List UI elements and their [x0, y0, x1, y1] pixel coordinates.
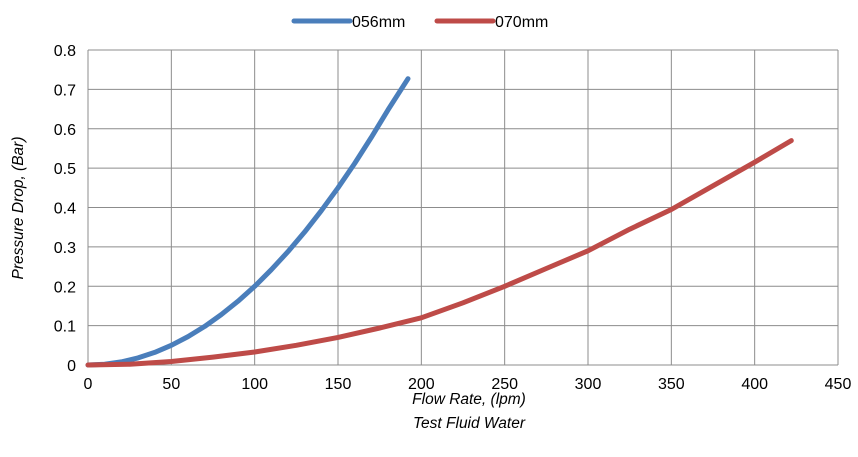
y-tick-label: 0.7 [54, 82, 76, 99]
legend-label-070mm: 070mm [495, 14, 548, 31]
x-tick-label: 400 [741, 376, 768, 393]
plot-series [85, 76, 794, 368]
series-line-056mm [85, 76, 411, 368]
legend-label-056mm: 056mm [352, 14, 405, 31]
x-tick-label: 0 [84, 376, 93, 393]
y-tick-label: 0.1 [54, 319, 76, 336]
x-axis-tick-labels: 0 50 100 150 200 250 300 350 400 450 [84, 376, 852, 393]
x-tick-label: 200 [408, 376, 435, 393]
grid [87, 49, 839, 366]
x-tick-label: 350 [658, 376, 685, 393]
x-tick-label: 100 [241, 376, 268, 393]
x-axis-subtitle: Test Fluid Water [413, 415, 526, 432]
y-tick-label: 0.3 [54, 240, 76, 257]
y-tick-label: 0.4 [54, 201, 76, 218]
legend: 056mm 070mm [291, 14, 548, 31]
x-tick-label: 150 [325, 376, 352, 393]
y-tick-label: 0.2 [54, 279, 76, 296]
y-tick-label: 0.5 [54, 161, 76, 178]
y-tick-label: 0.6 [54, 122, 76, 139]
x-tick-label: 300 [575, 376, 602, 393]
y-tick-label: 0.8 [54, 43, 76, 60]
x-tick-label: 250 [491, 376, 518, 393]
x-tick-label: 50 [162, 376, 180, 393]
x-axis-title: Flow Rate, (lpm) [412, 391, 526, 408]
y-axis-tick-labels: 0 0.1 0.2 0.3 0.4 0.5 0.6 0.7 0.8 [54, 43, 76, 375]
y-axis-title: Pressure Drop, (Bar) [10, 137, 27, 280]
y-tick-label: 0 [67, 358, 76, 375]
series-line-070mm [85, 138, 794, 368]
x-tick-label: 450 [825, 376, 852, 393]
